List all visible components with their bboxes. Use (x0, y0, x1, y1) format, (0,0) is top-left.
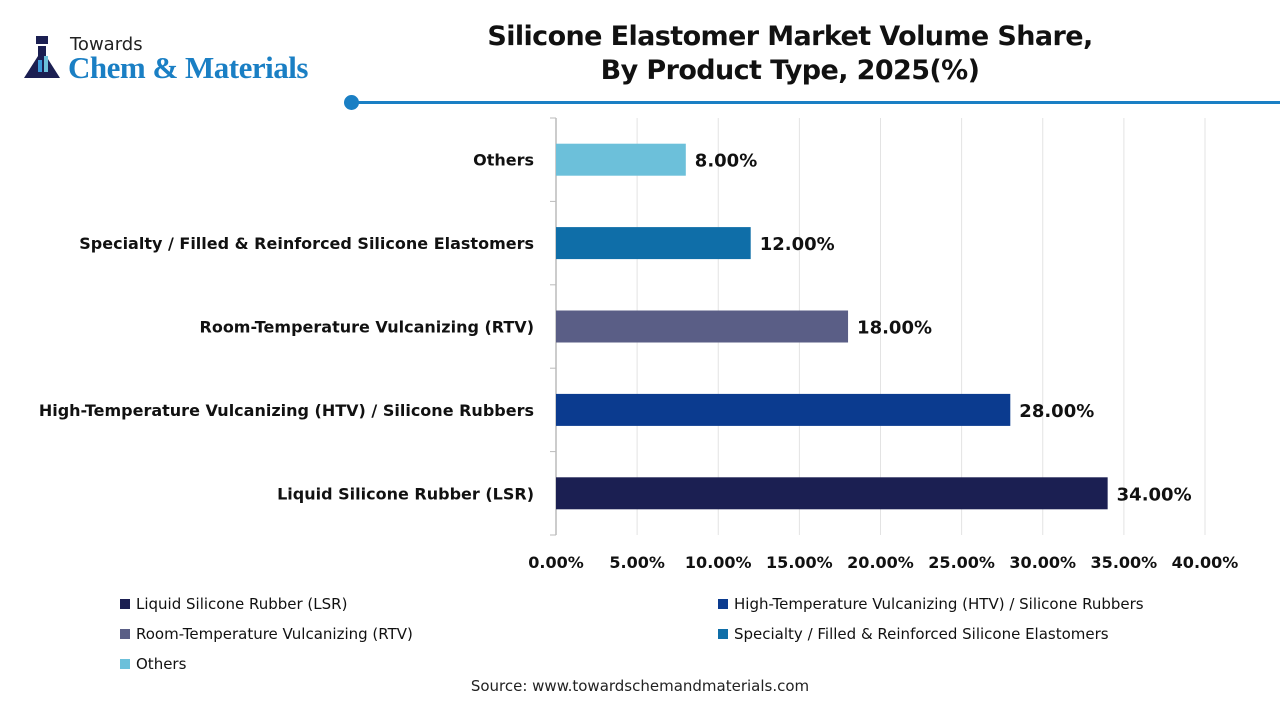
x-tick-label: 35.00% (1091, 553, 1158, 572)
legend-item: Others (120, 655, 186, 673)
x-tick-label: 5.00% (609, 553, 665, 572)
title-rule (352, 101, 1280, 104)
x-tick-label: 10.00% (685, 553, 752, 572)
x-tick-label: 20.00% (847, 553, 914, 572)
source-note: Source: www.towardschemandmaterials.com (470, 677, 810, 695)
legend-label: Others (136, 655, 187, 673)
bar (556, 393, 1011, 426)
title-line-2: By Product Type, 2025(%) (600, 55, 980, 86)
bar (556, 477, 1108, 510)
title-rule-dot (344, 95, 359, 110)
x-tick-label: 15.00% (766, 553, 833, 572)
data-label: 8.00% (695, 151, 757, 172)
legend-item: Specialty / Filled & Reinforced Silicone… (718, 625, 1109, 643)
x-tick-label: 25.00% (928, 553, 995, 572)
category-label: Liquid Silicone Rubber (LSR) (277, 484, 534, 503)
category-label: Specialty / Filled & Reinforced Silicone… (79, 234, 534, 253)
x-tick-label: 40.00% (1172, 553, 1239, 572)
bar (556, 227, 751, 260)
chart-title: Silicone Elastomer Market Volume Share, … (420, 20, 1160, 88)
legend-label: Specialty / Filled & Reinforced Silicone… (734, 625, 1109, 643)
legend-item: High-Temperature Vulcanizing (HTV) / Sil… (718, 595, 1144, 613)
legend-label: High-Temperature Vulcanizing (HTV) / Sil… (734, 595, 1144, 613)
data-label: 18.00% (857, 318, 932, 339)
category-label: Others (473, 151, 534, 170)
x-tick-label: 30.00% (1009, 553, 1076, 572)
legend-item: Liquid Silicone Rubber (LSR) (120, 595, 347, 613)
data-label: 34.00% (1117, 484, 1192, 505)
bar (556, 143, 686, 176)
logo-line2: Chem & Materials (68, 50, 308, 85)
bar (556, 310, 849, 343)
category-label: Room-Temperature Vulcanizing (RTV) (200, 318, 535, 337)
legend-swatch (120, 599, 130, 609)
data-label: 12.00% (760, 234, 835, 255)
x-tick-label: 0.00% (528, 553, 584, 572)
logo: Towards Chem & Materials (22, 34, 342, 85)
legend-swatch (120, 659, 130, 669)
legend-item: Room-Temperature Vulcanizing (RTV) (120, 625, 413, 643)
data-label: 28.00% (1019, 401, 1094, 422)
logo-line1: Towards (70, 34, 143, 55)
legend-label: Room-Temperature Vulcanizing (RTV) (136, 625, 413, 643)
legend-swatch (718, 599, 728, 609)
title-line-1: Silicone Elastomer Market Volume Share, (487, 21, 1093, 52)
flask-icon (24, 36, 60, 78)
legend-swatch (120, 629, 130, 639)
category-label: High-Temperature Vulcanizing (HTV) / Sil… (39, 401, 534, 420)
legend-label: Liquid Silicone Rubber (LSR) (136, 595, 348, 613)
legend-swatch (718, 629, 728, 639)
